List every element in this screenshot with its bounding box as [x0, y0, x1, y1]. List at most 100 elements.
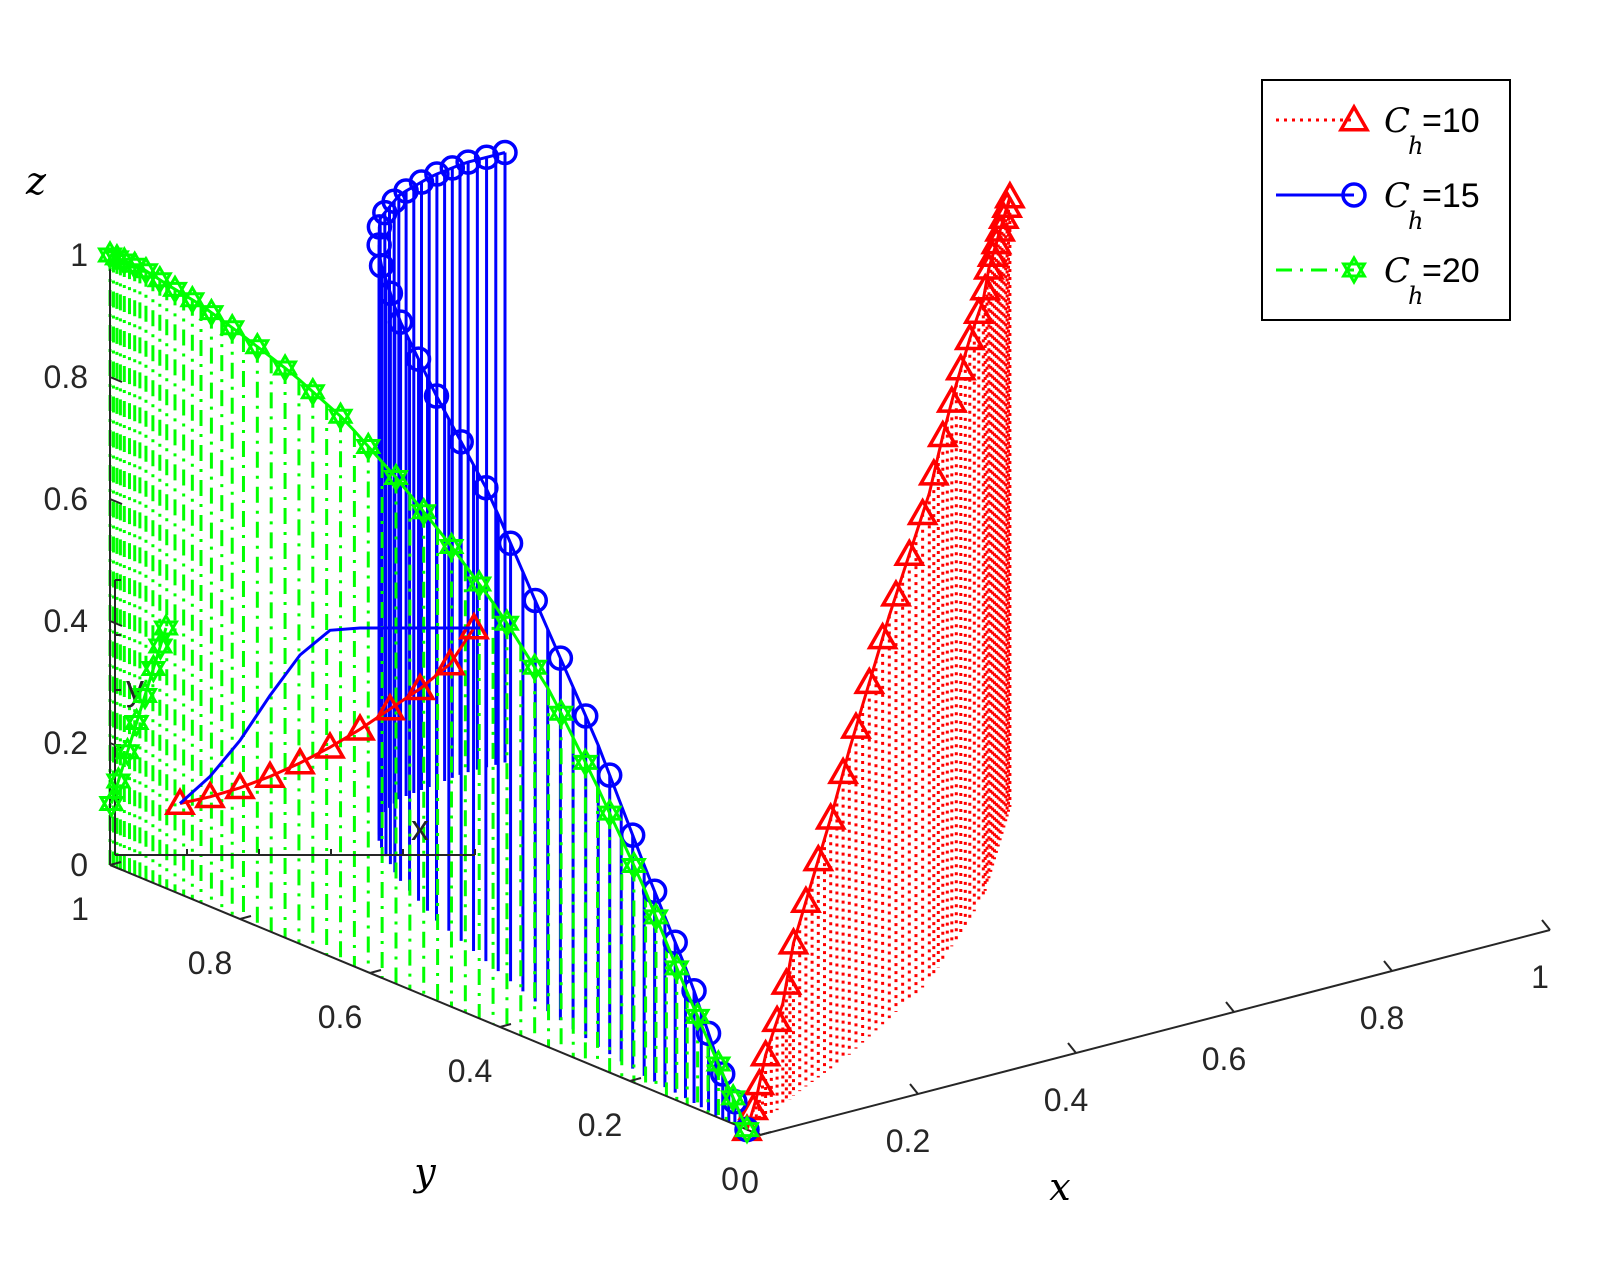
x-tick-label: 0.4: [1044, 1082, 1088, 1118]
legend-value: =15: [1422, 177, 1480, 215]
triangle-marker: [789, 884, 822, 913]
hexagram-marker: [438, 531, 465, 554]
hexagram-marker: [105, 773, 132, 797]
hexagram-marker: [114, 736, 141, 760]
x-tick: [1067, 1042, 1077, 1054]
hexagram-marker: [720, 1090, 747, 1113]
hexagram-marker: [98, 788, 125, 811]
triangle-marker: [1337, 103, 1371, 132]
hexagram-marker: [410, 496, 437, 520]
hexagram-marker: [299, 376, 326, 400]
triangle-marker: [853, 666, 886, 695]
x-tick: [1383, 960, 1393, 972]
z-tick: [109, 498, 123, 505]
circle-marker: [408, 169, 435, 195]
legend-symbol: C: [1384, 176, 1410, 216]
triangle-marker: [253, 759, 287, 788]
hexagram-marker: [153, 612, 179, 636]
hexagram-marker: [97, 247, 123, 271]
circle-marker: [405, 346, 432, 372]
hexagram-marker: [705, 1056, 732, 1080]
triangle-marker: [343, 712, 377, 741]
hexagram-marker: [684, 1008, 711, 1032]
series-line: [745, 196, 1012, 1131]
hexagram-marker: [548, 705, 575, 729]
triangle-marker: [313, 730, 347, 759]
triangle-marker: [991, 189, 1024, 218]
z-tick-label: 0.4: [44, 603, 88, 639]
hexagram-marker: [147, 630, 174, 654]
triangle-marker: [743, 1067, 776, 1096]
hexagram-marker: [153, 620, 179, 644]
legend-subscript: h: [1408, 132, 1423, 160]
hexagram-marker: [720, 1082, 747, 1106]
triangle-marker: [962, 295, 995, 325]
circle-marker: [709, 1061, 736, 1087]
triangle-marker: [433, 647, 467, 676]
triangle-marker: [893, 537, 926, 566]
triangle-marker: [906, 497, 939, 526]
triangle-marker: [403, 672, 437, 701]
hexagram-marker: [572, 754, 599, 778]
triangle-marker: [457, 611, 491, 640]
legend-symbol: C: [1384, 251, 1410, 291]
triangle-marker: [814, 801, 847, 830]
x-tick-label: 0.8: [1360, 1000, 1404, 1036]
circle-marker: [522, 587, 548, 614]
circle-marker: [439, 155, 466, 181]
circle-marker: [1341, 182, 1367, 208]
hexagram-marker: [97, 239, 123, 263]
hexagram-marker: [105, 765, 132, 789]
circle-marker: [492, 139, 518, 166]
hexagram-marker: [410, 504, 437, 527]
circle-marker: [377, 280, 404, 306]
hexagram-marker: [244, 339, 271, 362]
triangle-marker: [969, 272, 1002, 301]
x-tick: [909, 1083, 919, 1095]
y-tick: [759, 1131, 772, 1136]
legend-subscript: h: [1408, 282, 1423, 310]
hexagram-marker: [493, 615, 520, 639]
y-tick-label: 0.8: [188, 945, 232, 981]
circle-marker: [619, 822, 646, 848]
x-tick-label: 0.6: [1202, 1041, 1246, 1077]
legend-symbol: C: [1384, 101, 1410, 141]
inset-plot: xy: [98, 579, 491, 856]
series-line: [109, 253, 749, 1131]
hexagram-marker: [521, 659, 548, 683]
hexagram-marker: [684, 1001, 711, 1024]
triangle-marker: [223, 771, 257, 800]
hexagram-marker: [663, 960, 690, 983]
hexagram-marker: [596, 798, 623, 821]
triangle-marker: [163, 786, 197, 815]
hexagram-marker: [219, 312, 246, 336]
hexagram-marker: [466, 576, 493, 600]
z-tick: [109, 376, 123, 383]
hexagram-marker: [132, 688, 158, 711]
curves-layer: [97, 139, 1026, 1145]
hexagram-marker: [123, 707, 150, 730]
triangle-marker: [761, 1004, 794, 1033]
circle-marker: [681, 977, 707, 1004]
series-line: [377, 151, 749, 1131]
circle-marker: [596, 762, 623, 788]
triangle-marker: [839, 710, 872, 739]
y-tick-label: 0.4: [448, 1053, 492, 1089]
circle-marker: [473, 144, 500, 171]
legend-subscript: h: [1408, 207, 1423, 235]
hexagram-marker: [103, 242, 130, 266]
triangle-marker: [879, 578, 912, 607]
circle-marker: [662, 929, 688, 955]
triangle-marker: [373, 692, 407, 721]
legend-box: [1261, 79, 1511, 321]
hexagram-marker: [114, 744, 141, 767]
hexagram-marker: [198, 297, 225, 321]
circle-marker: [387, 309, 414, 335]
y-axis-label: y: [412, 1150, 436, 1194]
hexagram-marker: [663, 952, 690, 976]
hexagram-marker: [643, 909, 669, 932]
hexagram-marker: [620, 857, 647, 881]
hexagram-marker: [327, 408, 354, 432]
z-tick-label: 0.6: [44, 481, 88, 517]
